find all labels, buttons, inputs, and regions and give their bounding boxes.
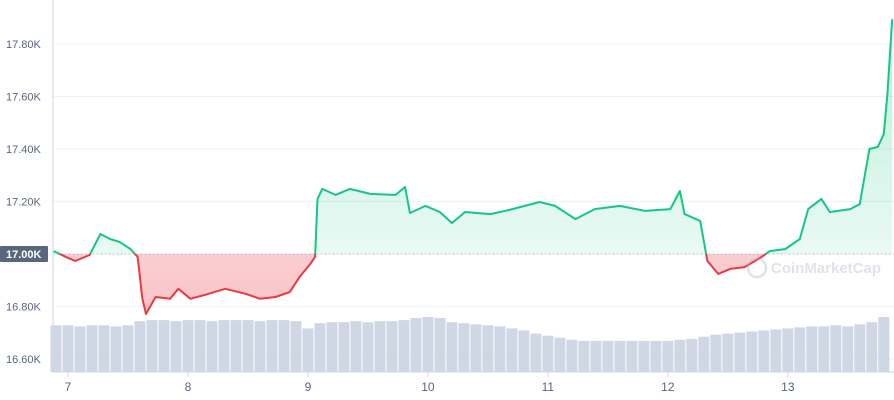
volume-bar: [326, 322, 338, 372]
watermark: CoinMarketCap: [746, 257, 881, 279]
volume-bar: [530, 333, 542, 372]
x-tick-label: 7: [65, 380, 72, 394]
y-tick-label: 17.40K: [6, 144, 42, 156]
volume-bar: [218, 320, 230, 372]
volume-bar: [158, 320, 170, 372]
volume-bar: [302, 328, 314, 372]
volume-bar: [554, 337, 566, 372]
volume-bar: [266, 320, 278, 372]
volume-bar: [74, 326, 86, 372]
volume-bar: [854, 324, 866, 372]
watermark-logo: [746, 257, 768, 279]
volume-bar: [710, 334, 722, 372]
x-tick-label: 9: [305, 380, 312, 394]
volume-bar: [674, 339, 686, 372]
volume-bar: [878, 317, 890, 372]
volume-bar: [134, 321, 146, 372]
volume-bar: [146, 320, 158, 372]
watermark-text: CoinMarketCap: [771, 260, 881, 277]
volume-bar: [422, 317, 434, 372]
volume-bar: [542, 335, 554, 372]
x-tick-label: 13: [781, 380, 795, 394]
volume-bar: [458, 323, 470, 372]
volume-bar: [374, 321, 386, 372]
volume-bar: [566, 339, 578, 372]
area-up: [53, 19, 893, 254]
x-tick-label: 8: [185, 380, 192, 394]
volume-bar: [278, 320, 290, 372]
volume-bar: [410, 318, 422, 372]
volume-bar: [794, 327, 806, 372]
volume-bar: [338, 322, 350, 372]
area-down: [59, 253, 766, 314]
volume-bar: [518, 330, 530, 372]
volume-bar: [446, 322, 458, 372]
volume-bar: [350, 321, 362, 372]
volume-bar: [782, 328, 794, 372]
volume-bar: [734, 332, 746, 372]
volume-bar: [758, 330, 770, 372]
volume-bar: [626, 340, 638, 372]
volume-bar: [818, 326, 830, 372]
x-tick-label: 12: [661, 380, 675, 394]
x-tick-label: 10: [421, 380, 435, 394]
volume-bar: [686, 338, 698, 372]
volume-bar: [122, 325, 134, 372]
volume-bar: [698, 336, 710, 372]
volume-bar: [806, 326, 818, 372]
volume-bar: [722, 333, 734, 372]
volume-bar: [746, 331, 758, 372]
volume-bar: [650, 340, 662, 372]
volume-bar: [50, 325, 62, 372]
volume-bar: [770, 329, 782, 372]
volume-bar: [194, 320, 206, 372]
volume-bar: [434, 318, 446, 372]
y-tick-label: 17.80K: [6, 39, 42, 51]
volume-bar: [242, 320, 254, 372]
y-tick-label: 17.60K: [6, 91, 42, 103]
volume-bar: [506, 328, 518, 372]
volume-bar: [362, 322, 374, 372]
volume-bar: [578, 340, 590, 372]
volume-bar: [314, 323, 326, 372]
volume-bar: [830, 325, 842, 372]
volume-bar: [206, 321, 218, 372]
volume-bar: [290, 321, 302, 372]
volume-bar: [638, 340, 650, 372]
y-tick-label: 17.00K: [6, 249, 42, 261]
volume-bar: [98, 325, 110, 372]
volume-bar: [170, 321, 182, 372]
volume-bar: [662, 340, 674, 372]
volume-bar: [614, 340, 626, 372]
volume-bar: [482, 325, 494, 372]
volume-bar: [494, 326, 506, 372]
volume-bar: [842, 326, 854, 372]
volume-bar: [230, 320, 242, 372]
volume-bar: [86, 325, 98, 372]
volume-bar: [602, 340, 614, 372]
y-tick-highlight: [0, 245, 48, 262]
price-line-down: [57, 253, 768, 315]
y-tick-label: 16.80K: [6, 301, 42, 313]
volume-bar: [254, 321, 266, 372]
volume-bar: [866, 322, 878, 372]
y-tick-label: 16.60K: [6, 354, 42, 366]
volume-bar: [590, 340, 602, 372]
volume-bar: [182, 320, 194, 372]
volume-bar: [110, 326, 122, 372]
volume-bar: [470, 324, 482, 372]
price-line-up: [53, 19, 894, 254]
volume-bar: [398, 320, 410, 372]
y-tick-label: 17.20K: [6, 196, 42, 208]
volume-bar: [62, 325, 74, 372]
x-tick-label: 11: [542, 380, 555, 394]
volume-bar: [386, 321, 398, 372]
